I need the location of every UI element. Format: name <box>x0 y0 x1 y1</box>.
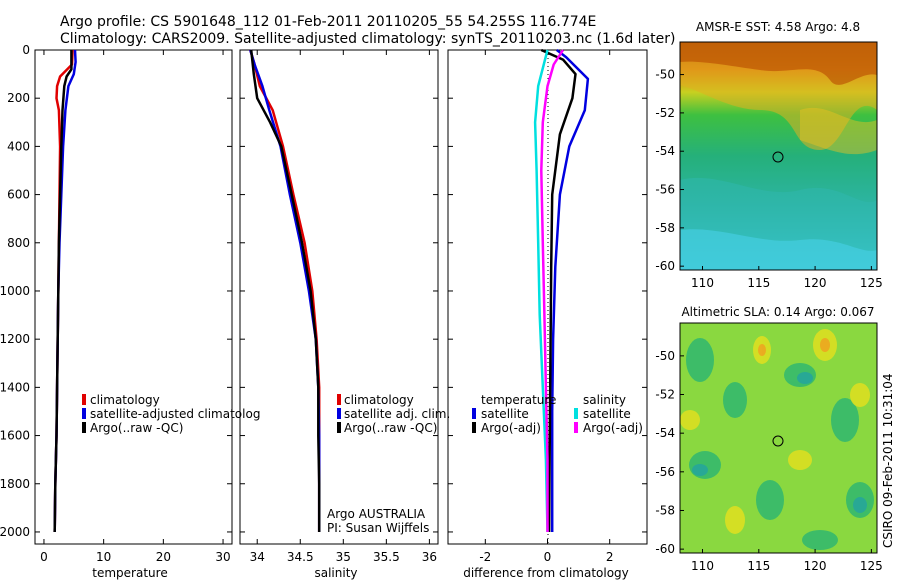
series-line-temperature-satellite <box>550 49 590 532</box>
map-y-tick-label: -54 <box>655 426 675 440</box>
x-tick-label: 30 <box>215 550 230 564</box>
map-y-tick-label: -58 <box>655 503 675 517</box>
x-tick-label: 0 <box>40 550 48 564</box>
y-tick-label: 1000 <box>0 284 30 298</box>
legend-swatch-temp-argo <box>472 422 476 433</box>
difference-xlabel: difference from climatology <box>463 566 629 580</box>
map-x-tick-label: 115 <box>747 559 770 573</box>
map-x-tick-label: 120 <box>804 276 827 290</box>
y-tick-label: 200 <box>7 91 30 105</box>
map-y-tick-label: -52 <box>655 388 675 402</box>
legend-label-climatology: climatology <box>90 393 160 407</box>
x-tick-label: 10 <box>96 550 111 564</box>
csiro-timestamp: CSIRO 09-Feb-2011 10:31:04 <box>881 373 895 548</box>
map-x-tick-label: 110 <box>691 559 714 573</box>
legend-label-climatology: climatology <box>344 393 414 407</box>
y-tick-label: 2000 <box>0 525 30 539</box>
legend-label-argo: Argo(..raw -QC) <box>90 421 183 435</box>
legend-swatch-argo <box>337 422 341 433</box>
map-y-tick-label: -54 <box>655 144 675 158</box>
salinity-axes-box <box>239 49 439 545</box>
series-line-argo-raw-qc <box>53 50 73 533</box>
header-line-1: Argo profile: CS 5901648_112 01-Feb-2011… <box>60 14 596 30</box>
map-y-tick-label: -56 <box>655 465 675 479</box>
map-y-tick-label: -58 <box>655 221 675 235</box>
temperature-axes-box <box>34 49 233 545</box>
map-y-tick-label: -56 <box>655 183 675 197</box>
difference-legend: temperature salinity satellite Argo(-adj… <box>472 393 643 435</box>
annotation-pi: PI: Susan Wijffels <box>327 521 429 535</box>
series-line-argo-raw-qc <box>249 49 321 532</box>
legend-swatch-climatology <box>82 394 86 405</box>
x-tick-label: -2 <box>479 550 491 564</box>
y-tick-label: 400 <box>7 139 30 153</box>
sst-map-frame <box>679 41 878 271</box>
salinity-legend: climatology satellite adj. clim. Argo(..… <box>337 393 450 435</box>
annotation-argo-australia: Argo AUSTRALIA <box>327 507 426 521</box>
x-tick-label: 20 <box>156 550 171 564</box>
legend-label-sat-adj: satellite-adjusted climatolog <box>90 407 260 421</box>
y-tick-label: 0 <box>22 43 30 57</box>
temperature-panel: 0 10 20 30 0 200 400 600 800 1000 1200 1400 1600 1800… <box>0 43 260 580</box>
map-x-tick-label: 125 <box>860 559 883 573</box>
temperature-xlabel: temperature <box>92 566 167 580</box>
y-tick-label: 600 <box>7 188 30 202</box>
legend-label-argo: Argo(..raw -QC) <box>344 421 437 435</box>
legend-swatch-argo <box>82 422 86 433</box>
sla-map-title: Altimetric SLA: 0.14 Argo: 0.067 <box>681 305 874 319</box>
legend-label-sat-adj: satellite adj. clim. <box>344 407 450 421</box>
sst-map-title: AMSR-E SST: 4.58 Argo: 4.8 <box>696 20 860 34</box>
map-x-tick-label: 115 <box>747 276 770 290</box>
map-x-tick-label: 120 <box>804 559 827 573</box>
sla-argo-location-marker <box>772 435 784 447</box>
y-tick-label: 1800 <box>0 477 30 491</box>
series-line-salinity-argo-adj <box>540 49 565 532</box>
legend-swatch-temp-satellite <box>472 408 476 419</box>
legend-title-salinity: salinity <box>583 393 626 407</box>
map-y-tick-label: -50 <box>655 349 675 363</box>
series-line-salinity-satellite <box>533 49 549 533</box>
y-tick-label: 800 <box>7 236 30 250</box>
legend-swatch-sal-argo <box>574 422 578 433</box>
sla-map-frame <box>679 322 878 554</box>
y-tick-label: 1200 <box>0 332 30 346</box>
y-tick-label: 1400 <box>0 380 30 394</box>
x-tick-label: 34 <box>250 550 265 564</box>
x-tick-label: 34.5 <box>287 550 314 564</box>
x-tick-label: 0 <box>544 550 552 564</box>
map-x-tick-label: 110 <box>691 276 714 290</box>
map-y-tick-label: -52 <box>655 106 675 120</box>
legend-swatch-sat-adj <box>82 408 86 419</box>
legend-label-temp-argo: Argo(-adj) <box>481 421 541 435</box>
temperature-legend: climatology satellite-adjusted climatolo… <box>82 393 260 435</box>
sla-map-panel: Altimetric SLA: 0.14 Argo: 0.067 <box>655 305 882 573</box>
map-y-tick-label: -60 <box>655 259 675 273</box>
legend-title-temperature: temperature <box>481 393 556 407</box>
sst-argo-location-marker <box>772 151 784 163</box>
x-tick-label: 35.5 <box>373 550 400 564</box>
y-tick-label: 1600 <box>0 429 30 443</box>
sla-heatmap <box>680 323 877 553</box>
x-tick-label: 2 <box>606 550 614 564</box>
series-line-satellite-adj-clim <box>249 49 321 532</box>
series-line-temperature-argo-adj <box>540 48 577 533</box>
sst-heatmap <box>680 42 877 270</box>
legend-label-temp-satellite: satellite <box>481 407 529 421</box>
x-tick-label: 36 <box>422 550 437 564</box>
legend-swatch-sat-adj <box>337 408 341 419</box>
map-y-tick-label: -60 <box>655 542 675 556</box>
difference-panel: -2 0 2 difference from climatology tempera… <box>447 48 648 580</box>
sst-map-panel: AMSR-E SST: 4.58 Argo: 4.8 110 115 120 125 -… <box>655 20 882 290</box>
map-y-tick-label: -50 <box>655 68 675 82</box>
legend-swatch-sal-satellite <box>574 408 578 419</box>
map-x-tick-label: 125 <box>860 276 883 290</box>
salinity-xlabel: salinity <box>314 566 357 580</box>
legend-label-sal-satellite: satellite <box>583 407 631 421</box>
x-tick-label: 35 <box>336 550 351 564</box>
salinity-panel: 34 34.5 35 35.5 36 salinity climatology sate… <box>239 49 450 580</box>
legend-label-sal-argo: Argo(-adj) <box>583 421 643 435</box>
header-line-2: Climatology: CARS2009. Satellite-adjuste… <box>60 31 675 47</box>
legend-swatch-climatology <box>337 394 341 405</box>
